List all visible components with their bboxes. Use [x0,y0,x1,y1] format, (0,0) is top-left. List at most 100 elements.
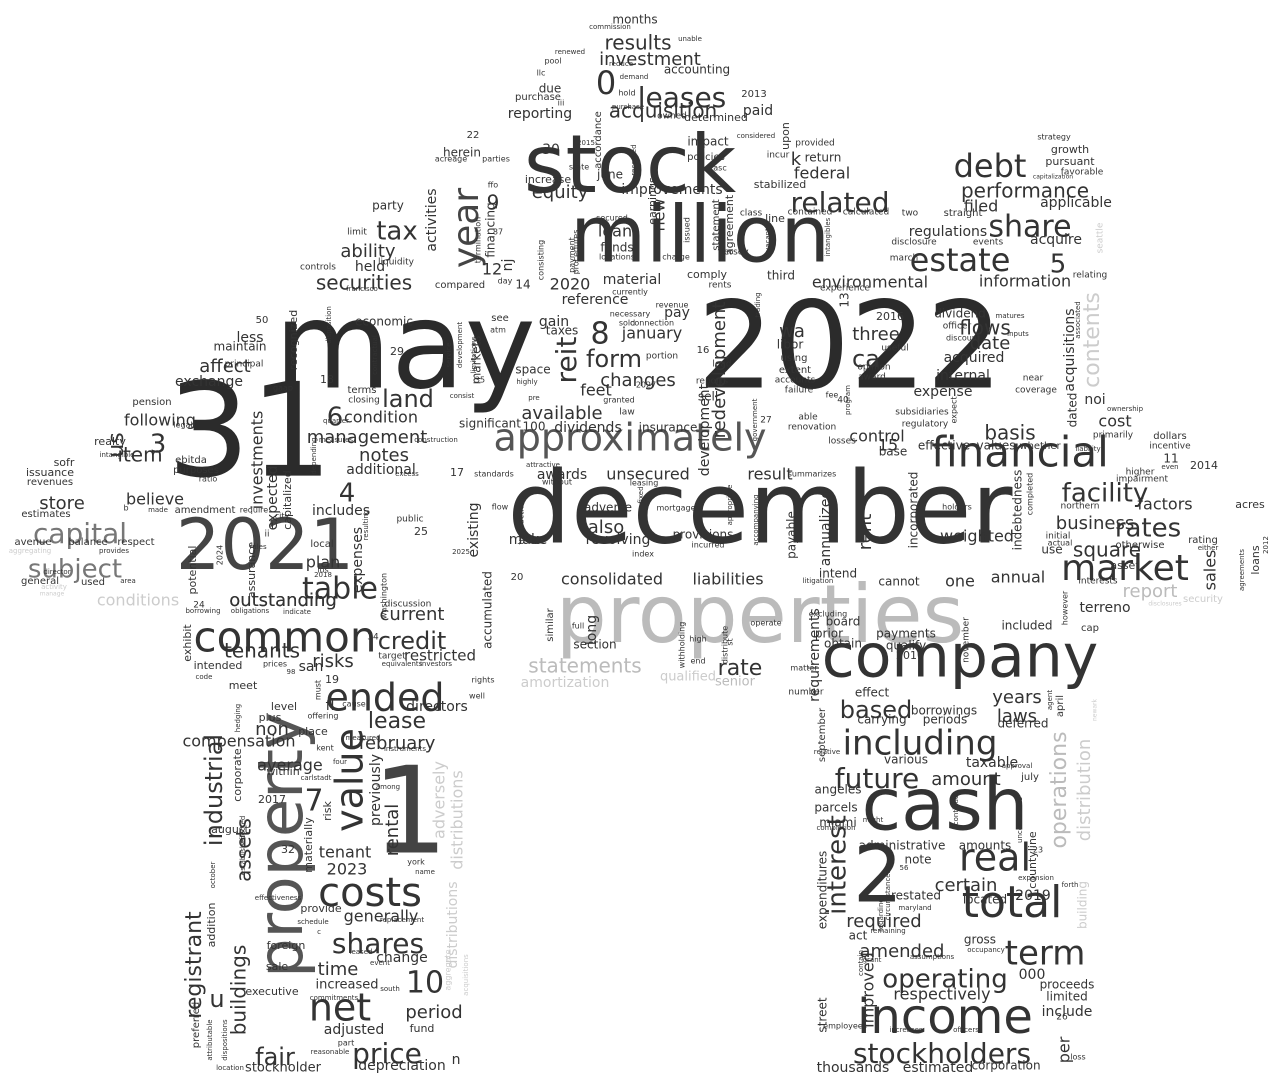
cloud-word: st [726,638,735,645]
cloud-word: adversely [430,761,449,839]
cloud-word: events [973,238,1004,248]
cloud-word: fair [255,1043,295,1071]
cloud-word: liabilities [692,570,763,589]
cloud-word: manage [40,591,65,598]
cloud-word: contained [788,208,833,218]
cloud-word: 2016 [876,310,904,323]
cloud-word: us [104,432,129,457]
cloud-word: state [569,163,589,172]
cloud-word: distribute [721,626,730,664]
cloud-word: gaap [273,384,293,393]
cloud-word: actual [1048,539,1073,548]
cloud-word: contents [1080,292,1105,388]
cloud-word: based [840,696,912,724]
cloud-word: regarding [877,898,885,932]
cloud-word: b [123,504,128,513]
cloud-word: officer [943,322,972,332]
cloud-word: 3 [150,430,167,460]
cloud-word: portion [646,352,678,362]
cloud-word: trading [754,292,762,317]
cloud-word: purposes [173,465,219,476]
cloud-word: sofr [54,456,75,469]
cloud-word: established [239,835,247,875]
cloud-word: 25 [414,525,428,538]
cloud-word: schedule [297,918,328,926]
cloud-word: either [1198,544,1219,552]
cloud-word: various [884,753,928,767]
cloud-word: renovation [788,423,836,433]
cloud-word: certain [935,875,998,896]
cloud-word: resulting [362,510,370,541]
cloud-word: 30 [542,142,560,158]
cloud-word: charge [662,253,690,262]
cloud-word: average [257,756,323,775]
cloud-word: 2014 [1190,459,1218,472]
cloud-word: form [586,345,642,373]
cloud-word: provide [300,902,342,915]
cloud-word: ended [325,676,444,720]
cloud-word: following [124,411,196,430]
cloud-word: subsidiaries [895,408,949,418]
cloud-word: 13 [838,292,852,307]
cloud-word: time [318,959,359,980]
cloud-word: amount [931,769,1000,790]
cloud-word: 2020 [550,275,591,294]
cloud-word: seattle [1096,222,1106,253]
cloud-word: assumptions [910,953,955,961]
cloud-word: applicable [1040,195,1112,211]
cloud-word: materially [302,817,315,873]
cloud-word: 18 [320,373,334,386]
cloud-word: york [407,858,425,867]
cloud-word: item [117,443,162,467]
cloud-word: area [120,577,136,585]
cloud-word: loss [1070,1053,1085,1062]
cloud-word: sale [266,960,289,973]
cloud-word: 2023 [327,860,368,879]
cloud-word: annual [991,568,1045,587]
cloud-word: within [266,765,299,778]
cloud-word: depending [310,437,318,474]
cloud-word: million [570,190,830,280]
cloud-word: pay [664,305,690,321]
cloud-word: corporate [231,748,244,802]
cloud-word: washington [380,573,389,619]
cloud-word: leases [638,81,727,114]
cloud-word: llc [537,69,546,78]
cloud-word: feet [580,381,612,400]
cloud-word: inputs [1007,330,1029,338]
cloud-word: store [39,493,85,514]
cloud-word: considered [737,132,775,140]
cloud-word: outstanding [229,590,337,611]
cloud-word: tax [376,217,418,247]
cloud-word: 2010 [896,649,924,662]
cloud-word: name [415,868,435,876]
cloud-word: demand [620,73,649,81]
cloud-word: paid [743,103,773,119]
cloud-word: hedging [234,704,242,732]
cloud-word: locations [599,253,635,262]
cloud-word: rent [855,514,876,551]
cloud-word: carlstadt [301,774,332,782]
cloud-word: redevelopment [709,302,730,439]
cloud-word: fl [326,698,335,714]
cloud-word: day [498,277,513,286]
cloud-word: commission [589,23,631,31]
cloud-word: january [621,324,682,343]
cloud-word: april [1055,695,1066,717]
cloud-word: december [507,449,1013,566]
cloud-word: operating [882,965,1007,995]
cloud-word: offering [308,712,339,721]
cloud-word: notes [359,445,409,466]
cloud-word: 2017 [258,793,286,806]
cloud-word: dollars [1153,431,1186,442]
cloud-word: periods [923,713,967,727]
cloud-word: limitations [470,336,478,373]
cloud-word: payments [876,627,936,641]
cloud-word: dispositions [221,1019,229,1061]
cloud-word: rental [382,804,403,857]
cloud-word: 34 [367,633,379,643]
cloud-word: dated [1066,393,1080,428]
cloud-word: vacant [764,228,772,252]
cloud-word: assets [232,818,256,882]
cloud-word: additional [346,462,416,478]
